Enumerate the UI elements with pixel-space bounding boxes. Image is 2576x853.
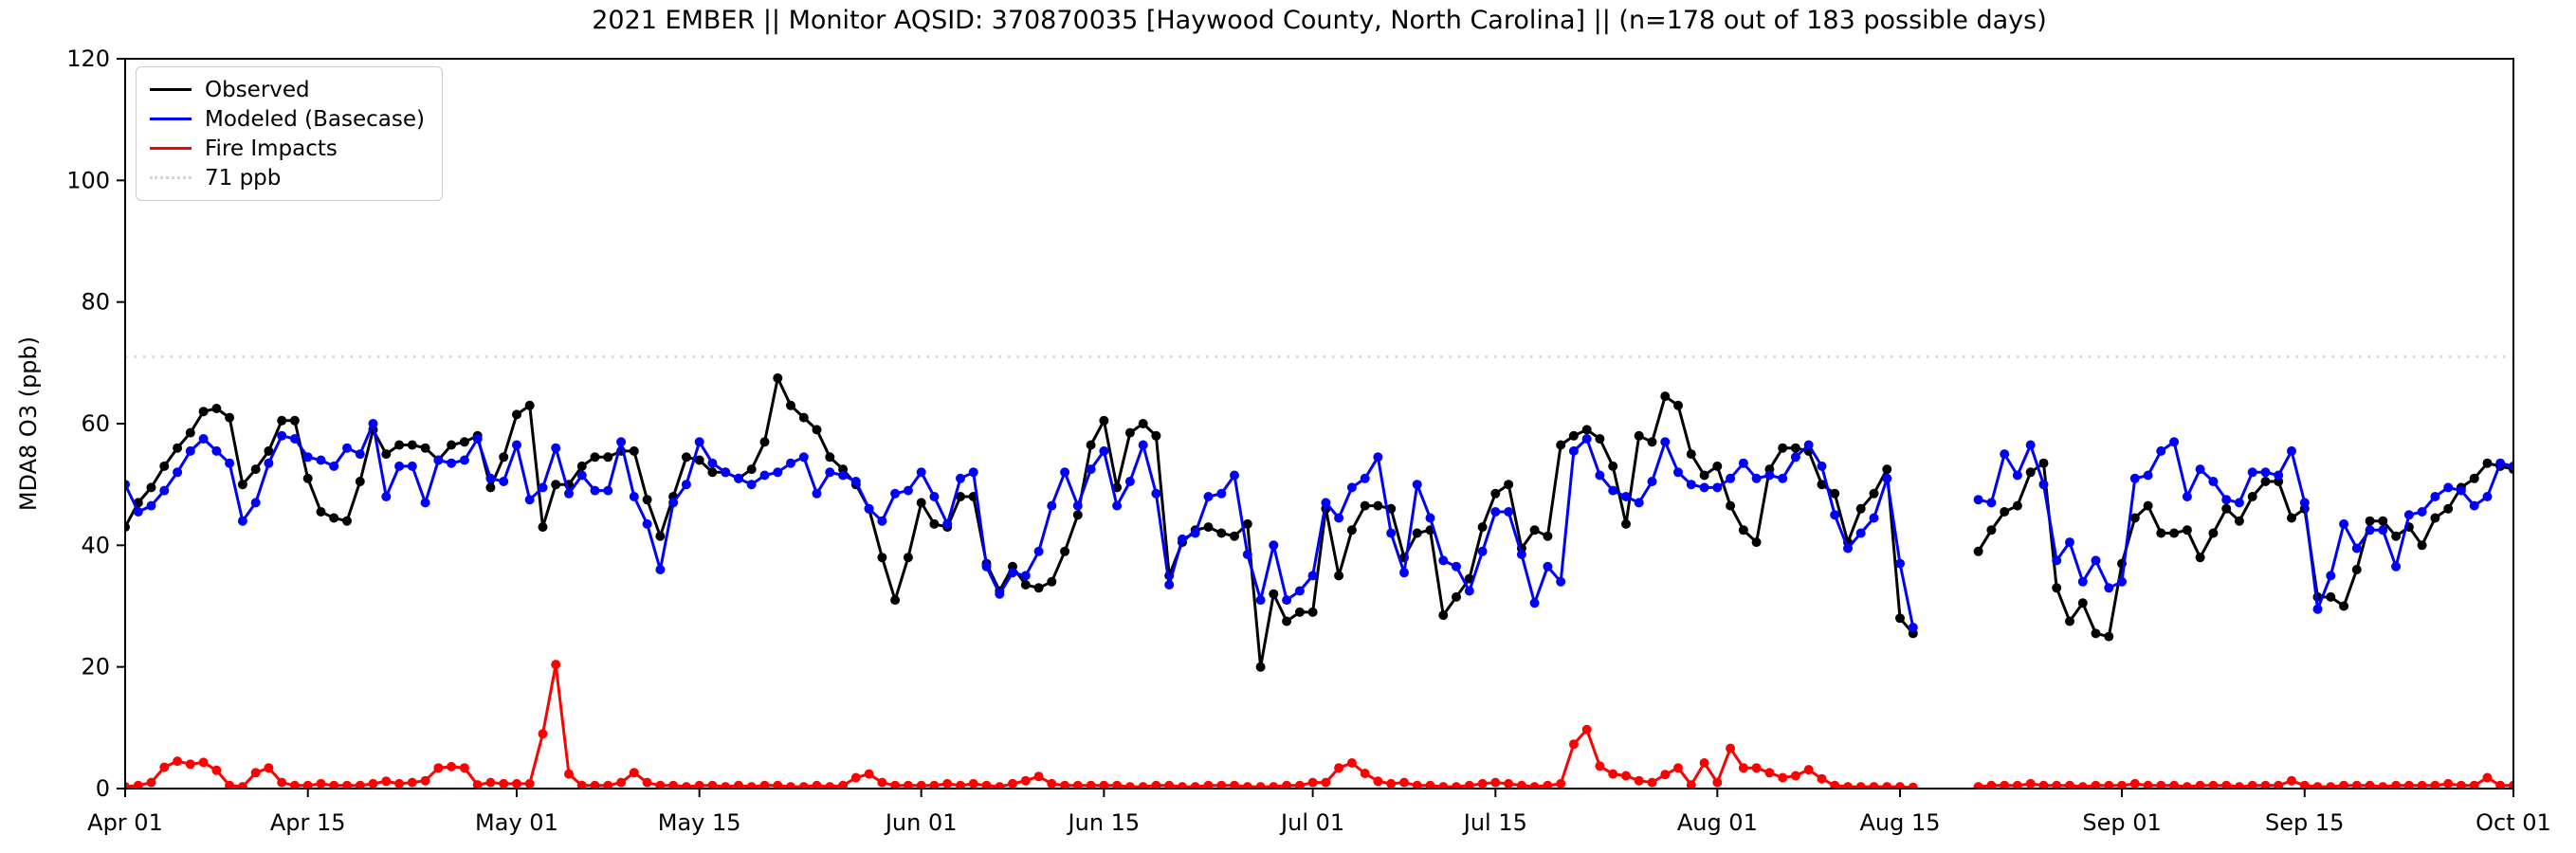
svg-text:Aug 15: Aug 15 [1860,809,1941,836]
svg-text:Jul 01: Jul 01 [1279,809,1344,836]
observed-series [125,372,2513,672]
legend-swatch-icon [150,147,192,150]
legend-label: 71 ppb [205,165,282,191]
svg-text:Jun 15: Jun 15 [1067,809,1141,836]
svg-text:Aug 01: Aug 01 [1677,809,1758,836]
legend-item-observed: Observed [150,75,425,104]
legend-item-modeled-basecase-: Modeled (Basecase) [150,104,425,134]
legend-item-71-ppb: 71 ppb [150,163,425,192]
svg-text:May 15: May 15 [658,809,741,836]
legend-label: Fire Impacts [205,136,338,161]
svg-text:May 01: May 01 [475,809,558,836]
svg-text:Jun 01: Jun 01 [884,809,958,836]
svg-text:0: 0 [96,775,110,802]
svg-text:Oct 01: Oct 01 [2476,809,2551,836]
y-tick-labels: 0 20 40 60 80 100 120 [66,45,125,802]
x-tick-labels: Apr 01 Apr 15 May 01 May 15 Jun 01 Jun 15 Jul … [87,789,2551,836]
svg-text:120: 120 [66,45,110,72]
legend-label: Observed [205,77,310,102]
legend-swatch-icon [150,88,192,91]
legend-swatch-icon [150,118,192,120]
svg-text:40: 40 [81,532,110,558]
legend-label: Modeled (Basecase) [205,106,425,132]
axes-frame [124,58,2514,789]
legend-swatch-icon [150,176,192,179]
svg-text:Sep 01: Sep 01 [2082,809,2161,836]
svg-text:80: 80 [81,289,110,316]
svg-text:60: 60 [81,410,110,437]
chart-title: 2021 EMBER || Monitor AQSID: 370870035 [… [592,6,2047,35]
svg-text:Jul 15: Jul 15 [1462,809,1527,836]
fire-impacts-series [125,660,2513,789]
svg-text:Sep 15: Sep 15 [2265,809,2344,836]
svg-text:Apr 01: Apr 01 [87,809,163,836]
legend-item-fire-impacts: Fire Impacts [150,134,425,163]
svg-text:Apr 15: Apr 15 [270,809,346,836]
modeled-series [125,419,2513,632]
svg-text:100: 100 [66,167,110,193]
legend: Observed Modeled (Basecase) Fire Impacts 71… [136,66,443,201]
svg-text:20: 20 [81,654,110,681]
